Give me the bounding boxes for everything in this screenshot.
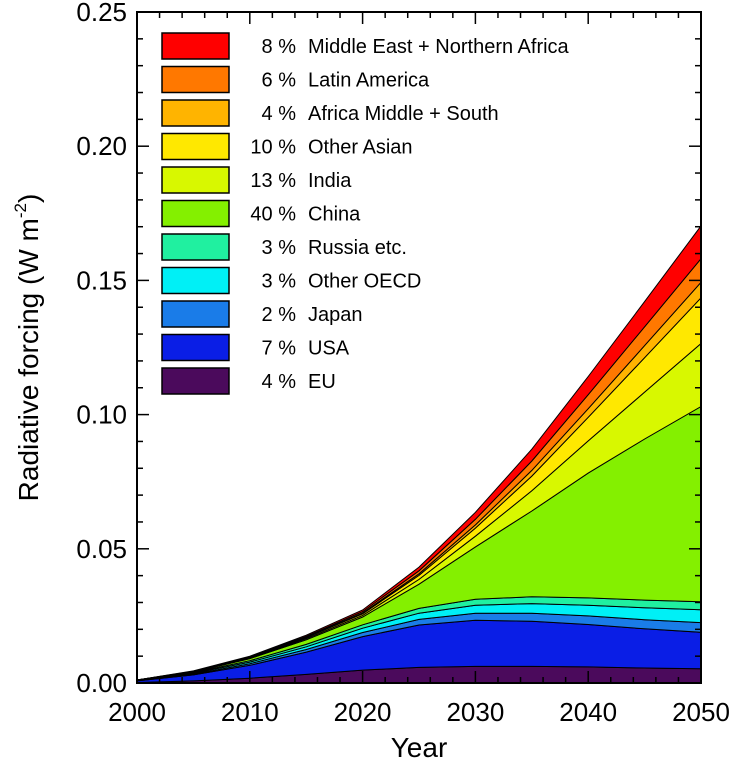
- axis-ticks: [136, 11, 702, 684]
- legend-swatch: [161, 199, 230, 228]
- legend-label: Russia etc.: [308, 237, 407, 259]
- legend-item: 4 % EU: [161, 367, 336, 395]
- legend-item: 10 % Other Asian: [161, 132, 413, 161]
- legend-percent: 4 %: [262, 371, 297, 393]
- legend-swatch: [161, 166, 230, 194]
- y-tick-label: 0.25: [76, 0, 127, 27]
- legend-label: USA: [308, 338, 350, 360]
- legend-swatch: [161, 233, 230, 261]
- legend-percent: 7 %: [262, 338, 297, 360]
- area-layers: [136, 224, 702, 684]
- legend-label: China: [308, 204, 361, 226]
- y-axis-label-close: ): [13, 194, 44, 203]
- legend-label: India: [308, 170, 352, 192]
- y-tick-label: 0.15: [76, 265, 127, 295]
- y-tick-label: 0.20: [76, 131, 127, 161]
- legend-percent: 3 %: [262, 237, 297, 259]
- legend-swatch: [161, 266, 230, 295]
- legend-swatch: [161, 333, 230, 362]
- legend-percent: 2 %: [262, 304, 297, 326]
- legend-item: 6 % Latin America: [161, 65, 430, 94]
- legend-item: 2 % Japan: [161, 300, 363, 328]
- legend-label: Other Asian: [308, 137, 413, 159]
- plot-frame: [136, 11, 702, 684]
- x-tick-label: 2020: [334, 697, 392, 727]
- y-tick-label: 0.10: [76, 400, 127, 430]
- legend-item: 7 % USA: [161, 333, 350, 362]
- y-axis-label: Radiative forcing (W m-2): [11, 194, 44, 502]
- legend-swatch: [161, 99, 230, 127]
- axis-tick-labels: 2000 2010 2020 2030 2040 2050 0.00 0.05 0.10 0.15…: [76, 0, 730, 727]
- x-axis-label: Year: [391, 732, 448, 763]
- legend-label: Middle East + Northern Africa: [308, 36, 570, 58]
- legend-label: EU: [308, 371, 336, 393]
- legend-item: 13 % India: [161, 166, 352, 194]
- legend-percent: 6 %: [262, 70, 297, 92]
- legend-item: 3 % Other OECD: [161, 266, 421, 295]
- legend-swatch: [161, 367, 230, 395]
- x-tick-label: 2010: [221, 697, 279, 727]
- legend-swatch: [161, 132, 230, 161]
- legend-percent: 3 %: [262, 271, 297, 293]
- legend-swatch: [161, 32, 230, 60]
- legend-label: Latin America: [308, 70, 430, 92]
- y-axis-label-superscript: -2: [11, 203, 30, 218]
- legend-item: 4 % Africa Middle + South: [161, 99, 499, 127]
- y-axis-label-main: Radiative forcing (W m: [13, 218, 44, 501]
- y-tick-label: 0.05: [76, 534, 127, 564]
- legend-label: Japan: [308, 304, 363, 326]
- legend-swatch: [161, 65, 230, 94]
- x-tick-label: 2050: [672, 697, 730, 727]
- legend-percent: 13 %: [250, 170, 296, 192]
- y-tick-label: 0.00: [76, 668, 127, 698]
- legend-percent: 40 %: [250, 204, 296, 226]
- legend-swatch: [161, 300, 230, 328]
- x-tick-label: 2000: [108, 697, 166, 727]
- x-tick-label: 2030: [446, 697, 504, 727]
- legend-label: Africa Middle + South: [308, 103, 499, 125]
- legend-percent: 10 %: [250, 137, 296, 159]
- legend-item: 40 % China: [161, 199, 361, 228]
- legend-label: Other OECD: [308, 271, 421, 293]
- legend-percent: 4 %: [262, 103, 297, 125]
- legend-percent: 8 %: [262, 36, 297, 58]
- legend-item: 8 % Middle East + Northern Africa: [161, 32, 570, 60]
- x-tick-label: 2040: [559, 697, 617, 727]
- legend: 8 % Middle East + Northern Africa 6 % Latin…: [161, 32, 570, 395]
- legend-item: 3 % Russia etc.: [161, 233, 407, 261]
